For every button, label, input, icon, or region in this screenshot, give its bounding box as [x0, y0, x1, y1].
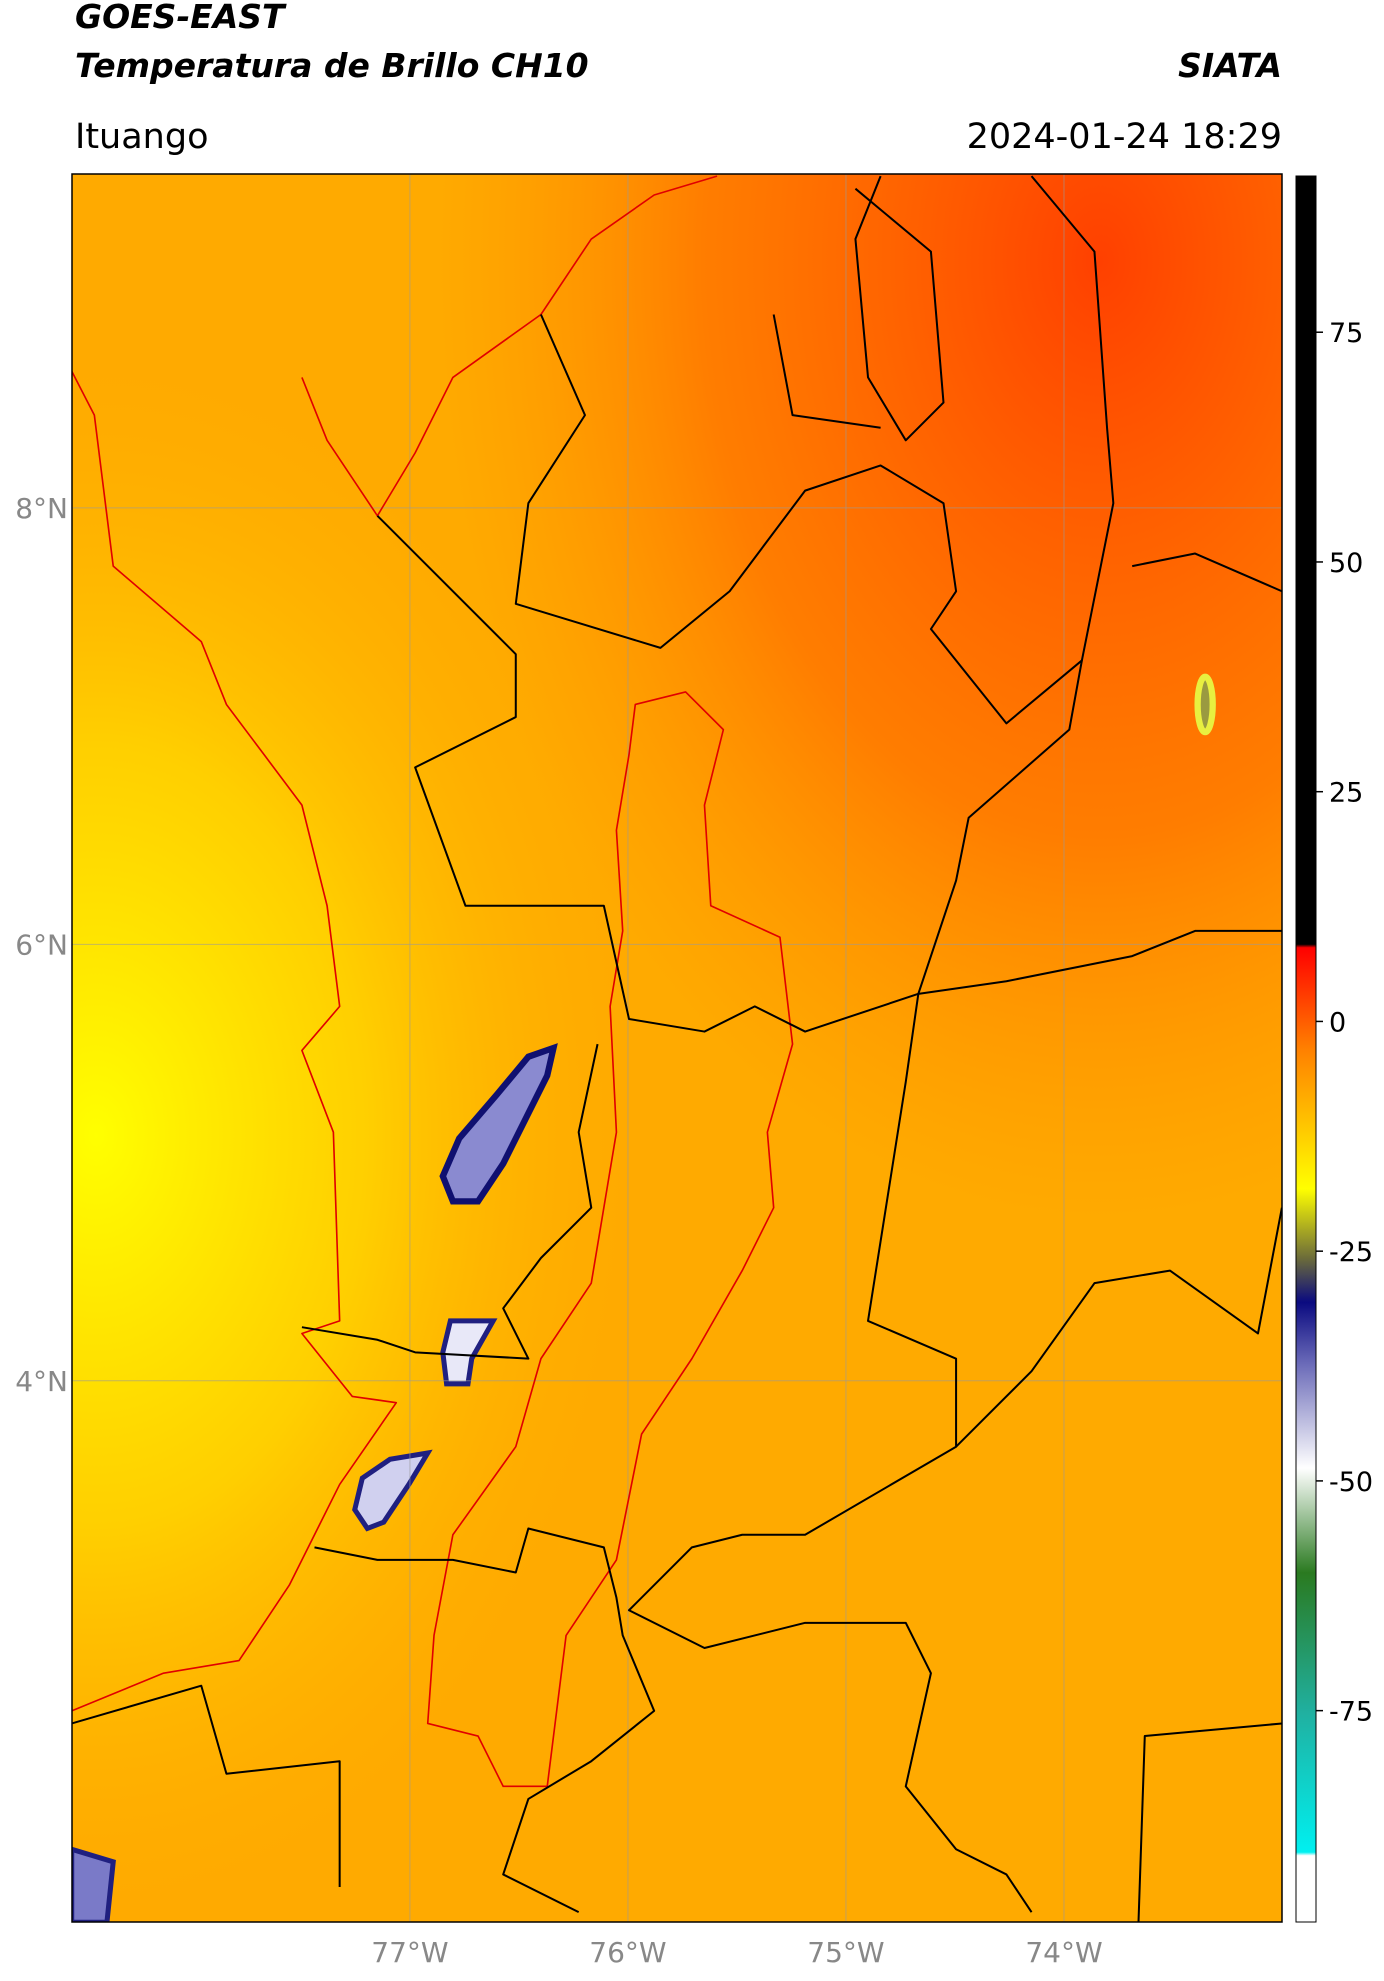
- colorbar-tick-label: -25: [1329, 1237, 1373, 1268]
- lon-tick-label: 75°W: [807, 1936, 884, 1969]
- colorbar: [1295, 175, 1317, 1923]
- lat-tick-label: 4°N: [15, 1365, 68, 1398]
- lon-tick-label: 77°W: [371, 1936, 448, 1969]
- lat-tick-label: 8°N: [15, 492, 68, 525]
- colorbar-tick-label: 25: [1329, 778, 1363, 809]
- lon-tick-label: 74°W: [1025, 1936, 1102, 1969]
- source: SIATA: [1178, 46, 1282, 85]
- colorbar-tick-label: -50: [1329, 1467, 1373, 1498]
- borders: [72, 175, 1282, 1922]
- datetime: 2024-01-24 18:29: [967, 117, 1282, 157]
- colorbar-tick-label: 50: [1329, 548, 1363, 579]
- subtitle: Temperatura de Brillo CH10: [75, 46, 589, 85]
- colorbar-tick-label: 0: [1329, 1007, 1346, 1038]
- cool-region: [72, 174, 1282, 1922]
- map: [72, 174, 1282, 1922]
- lon-tick-label: 76°W: [589, 1936, 666, 1969]
- location: Ituango: [75, 117, 209, 157]
- colorbar-ticks: 75 50 25 0 -25 -50 -75: [1316, 318, 1373, 1728]
- axis-ticks: 8°N 6°N 4°N 77°W 76°W 75°W 74°W: [15, 492, 1102, 1969]
- title: GOES-EAST: [75, 0, 287, 36]
- colorbar-tick-label: 75: [1329, 318, 1363, 349]
- map-frame: [71, 173, 1283, 1923]
- lat-tick-label: 6°N: [15, 928, 68, 961]
- colorbar-tick-label: -75: [1329, 1697, 1373, 1728]
